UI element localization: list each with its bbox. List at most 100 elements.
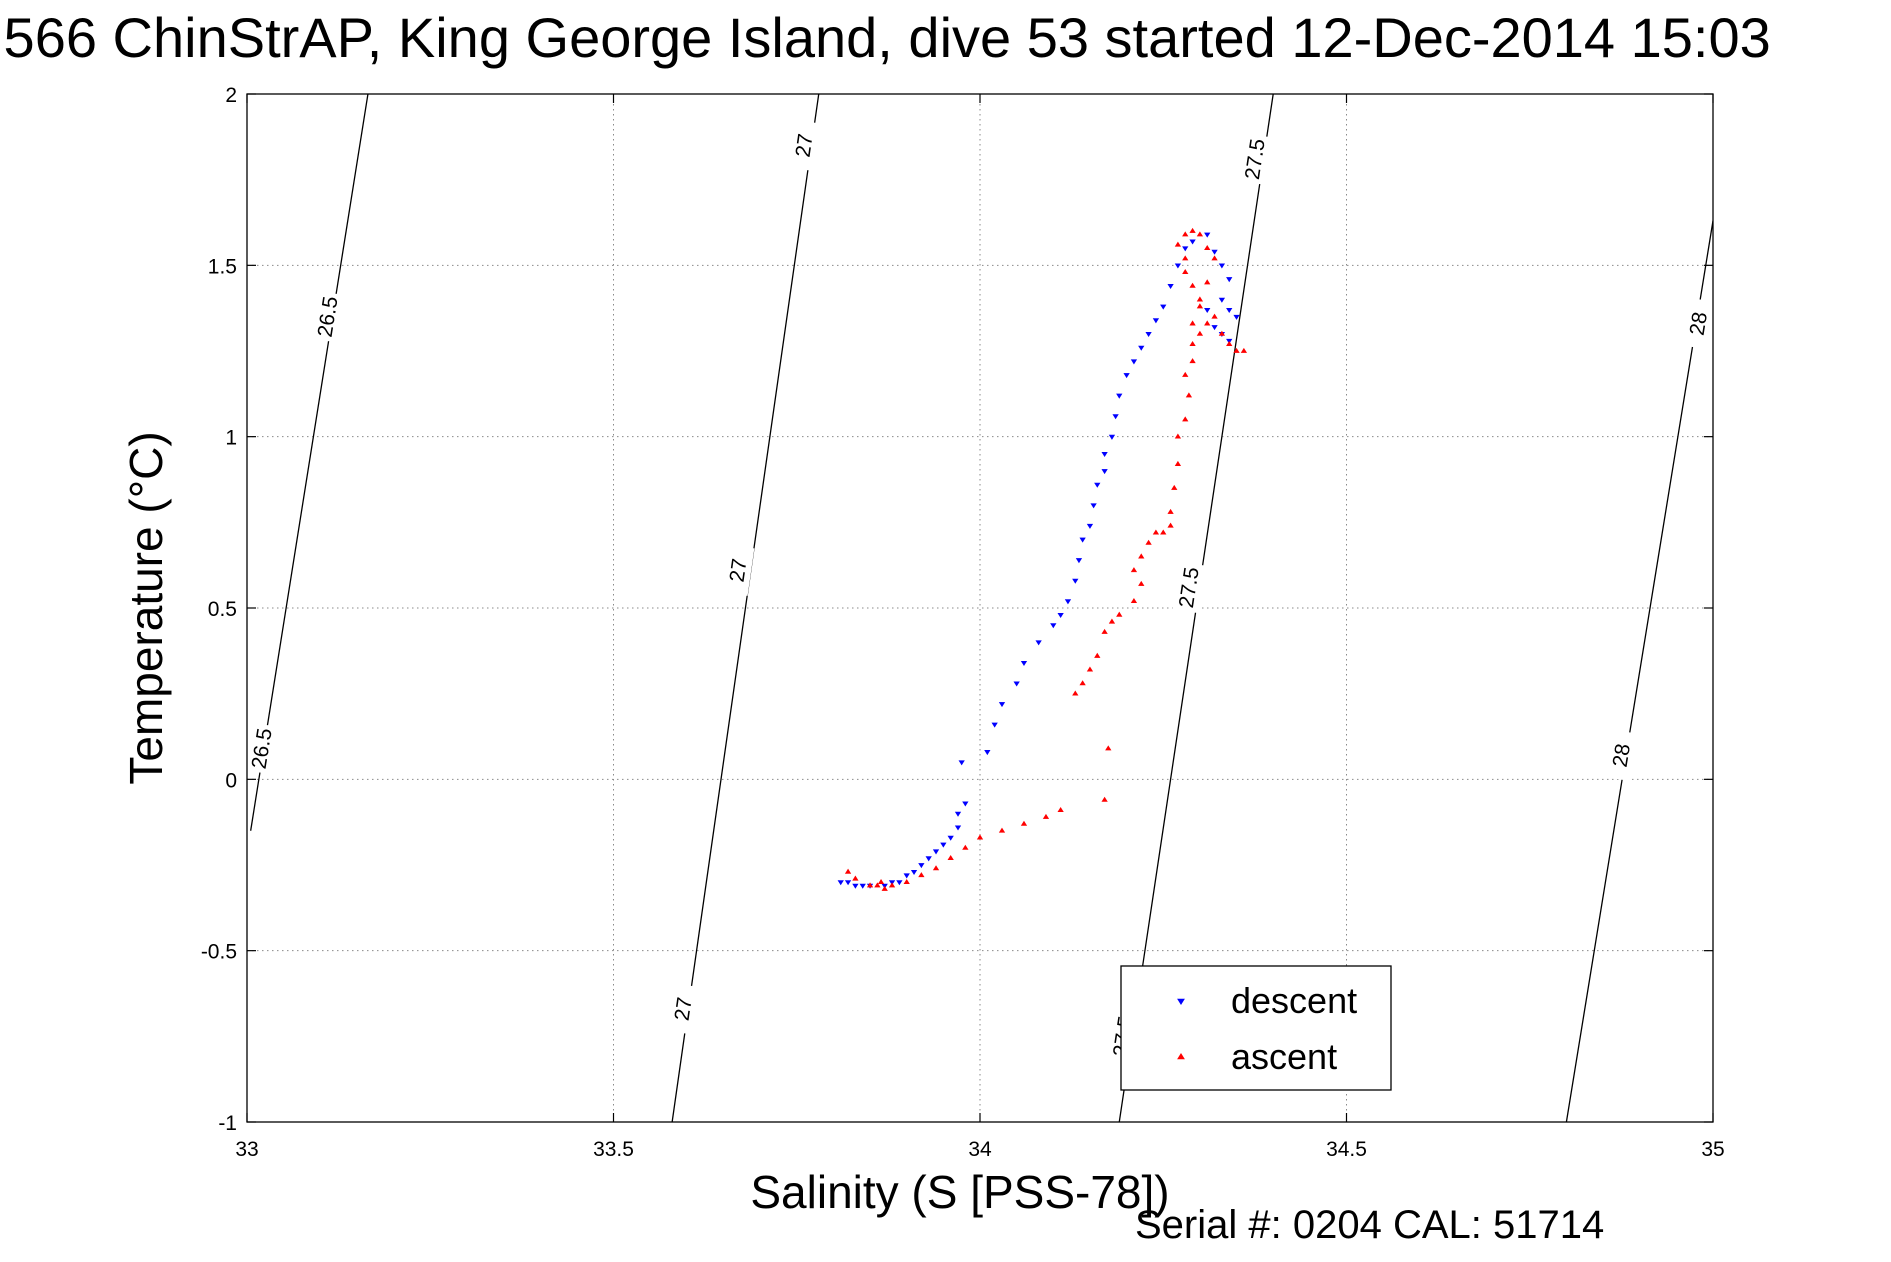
- ascent-point: [1204, 245, 1211, 251]
- descent-point: [1057, 612, 1064, 619]
- ascent-point: [1079, 680, 1086, 686]
- ascent-point: [1116, 611, 1123, 617]
- descent-point: [903, 873, 910, 879]
- ascent-point: [932, 865, 940, 871]
- ascent-point: [1189, 320, 1196, 326]
- ascent-point: [881, 885, 888, 891]
- ascent-point: [1196, 296, 1204, 302]
- descent-point: [1204, 308, 1211, 314]
- descent-point: [844, 880, 852, 886]
- isopycnal-label: 27.5: [1172, 561, 1206, 614]
- descent-point: [1189, 239, 1196, 245]
- isopycnal-label-text: 28: [1686, 310, 1712, 337]
- y-tick-label: -1: [218, 1112, 237, 1135]
- ascent-point: [1105, 745, 1112, 751]
- ascent-point: [1240, 347, 1248, 353]
- y-tick-label: 0.5: [208, 598, 237, 621]
- ascent-point: [1204, 320, 1211, 326]
- x-tick-label: 34.5: [1326, 1138, 1367, 1161]
- ascent-point: [1196, 231, 1204, 237]
- axis-ticks: 33 33.5 34 34.5 35 -1 -0.5 0 0.5 1 1.5 2: [201, 84, 1725, 1161]
- ascent-point: [1108, 618, 1116, 624]
- serial-footer: Serial #: 0204 CAL: 51714: [1135, 1203, 1605, 1247]
- ascent-point: [1182, 371, 1189, 377]
- descent-point: [1108, 434, 1116, 440]
- ascent-point: [1130, 597, 1138, 604]
- descent-point: [1050, 623, 1057, 629]
- isopycnal-label: 27: [666, 983, 700, 1035]
- descent-point: [1123, 373, 1130, 379]
- isopycnal-label-mask: [1238, 133, 1272, 185]
- descent-point: [1160, 304, 1167, 310]
- ascent-point: [1167, 522, 1174, 528]
- descent-point: [998, 702, 1006, 708]
- ascent-point: [1072, 690, 1079, 696]
- descent-point: [1218, 263, 1226, 269]
- descent-point: [1116, 393, 1123, 399]
- descent-point: [1130, 359, 1138, 365]
- ascent-point: [874, 882, 881, 888]
- ascent-point: [1211, 313, 1218, 319]
- descent-point: [910, 869, 918, 876]
- ascent-point: [1171, 484, 1178, 490]
- isopycnal-label-mask: [666, 983, 700, 1035]
- descent-point: [1145, 332, 1152, 338]
- descent-point: [1101, 469, 1108, 475]
- descent-point: [932, 849, 940, 855]
- ascent-point: [1204, 279, 1211, 285]
- ascent-point: [852, 875, 859, 881]
- ascent-point: [918, 872, 925, 878]
- isopycnal-label-mask: [247, 722, 279, 775]
- ascent-point: [1138, 553, 1145, 559]
- descent-point: [958, 760, 965, 766]
- descent-point: [1020, 660, 1028, 666]
- ascent-point: [1167, 508, 1174, 514]
- ascent-point: [1218, 330, 1226, 336]
- isopycnal-label: 26.5: [247, 722, 279, 775]
- y-axis-label: Temperature (°C): [120, 431, 172, 784]
- isopycnal-label-mask: [311, 290, 345, 343]
- isopycnal-label-text: 27: [792, 132, 818, 158]
- x-tick-label: 33.5: [593, 1138, 634, 1161]
- ascent-point: [1189, 358, 1196, 364]
- ascent-point: [866, 882, 874, 888]
- ascent-point: [844, 868, 852, 874]
- descent-point: [991, 722, 998, 728]
- descent-point: [1152, 318, 1160, 324]
- legend-label-ascent: ascent: [1231, 1036, 1337, 1077]
- ascent-point: [1130, 567, 1138, 573]
- legend-marker-descent: [1177, 998, 1185, 1005]
- descent-point: [1211, 325, 1218, 331]
- isopycnal-label-text: 27: [671, 996, 697, 1022]
- legend-marker-ascent: [1177, 1053, 1185, 1060]
- isopycnal-label-mask: [721, 544, 755, 596]
- ascent-point: [1152, 529, 1160, 535]
- legend-box: [1120, 965, 1392, 1091]
- isopycnal-label-mask: [1681, 297, 1713, 350]
- ascent-point: [1020, 820, 1028, 826]
- legend: descent ascent: [1120, 965, 1392, 1091]
- ascent-point: [1174, 241, 1182, 247]
- descent-point: [962, 801, 969, 807]
- descent-point: [954, 811, 962, 817]
- isopycnal-label-mask: [1172, 561, 1206, 614]
- descent-point: [1218, 297, 1226, 303]
- ascent-point: [903, 878, 910, 884]
- ascent-point: [1160, 529, 1167, 535]
- descent-point: [1174, 263, 1182, 269]
- ascent-point: [1196, 303, 1204, 309]
- ascent-point: [888, 882, 896, 888]
- descent-point: [1013, 681, 1020, 687]
- data-points: [837, 227, 1248, 891]
- ascent-point: [947, 854, 954, 861]
- descent-point: [852, 883, 859, 889]
- descent-point: [896, 880, 903, 886]
- descent-point: [984, 750, 991, 756]
- x-axis-label: Salinity (S [PSS-78]): [750, 1166, 1169, 1218]
- descent-point: [1079, 537, 1086, 543]
- ascent-point: [1057, 807, 1064, 813]
- ascent-point: [1233, 347, 1240, 353]
- isopycnal-label-mask: [787, 119, 821, 171]
- ascent-point: [1182, 416, 1189, 422]
- descent-point: [1138, 345, 1145, 351]
